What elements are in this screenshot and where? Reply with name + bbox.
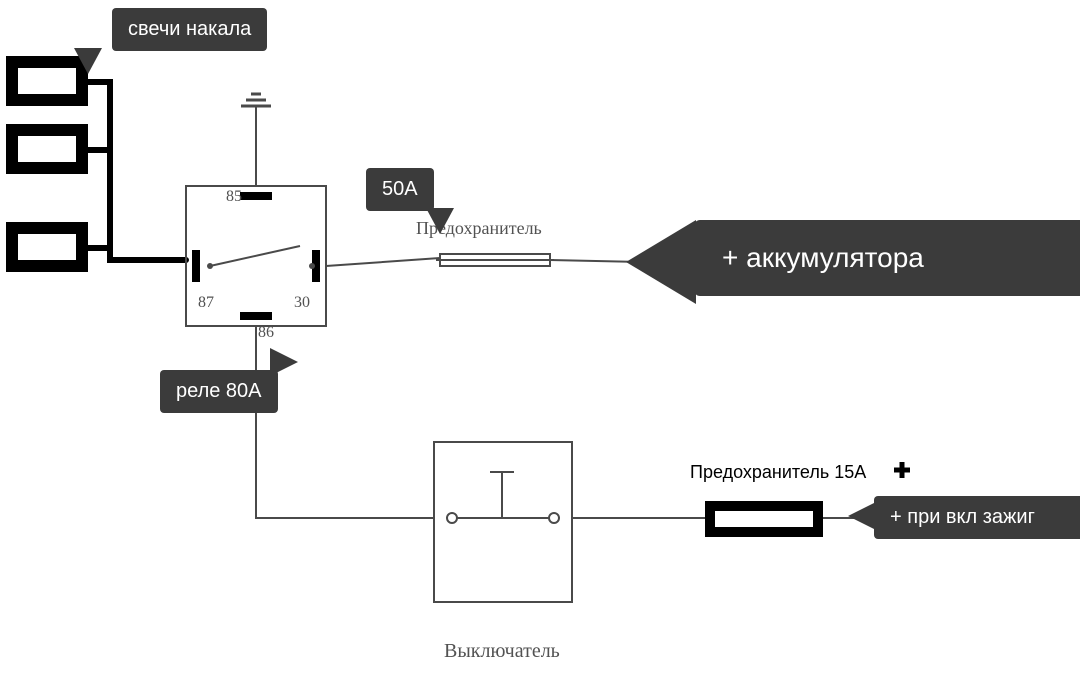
fuse-15a-symbol bbox=[710, 506, 818, 532]
thin-wires bbox=[256, 106, 900, 518]
plus-mark bbox=[894, 462, 910, 478]
switch-internals bbox=[447, 472, 559, 523]
fuse-50a-symbol bbox=[436, 254, 554, 266]
label-pin-30: 30 bbox=[294, 294, 310, 312]
callout-glow-plugs-arrow bbox=[74, 48, 102, 74]
label-pin-86: 86 bbox=[258, 324, 274, 342]
callout-battery: + аккумулятора bbox=[694, 220, 1080, 296]
label-switch: Выключатель bbox=[444, 640, 560, 663]
callout-ignition: + при вкл зажиг bbox=[874, 496, 1080, 539]
glow-plug-symbols bbox=[12, 62, 82, 266]
label-pin-85: 85 bbox=[226, 188, 242, 206]
schematic-canvas bbox=[0, 0, 1080, 699]
callout-relay: реле 80А bbox=[160, 370, 278, 413]
callout-fuse-50a: 50A bbox=[366, 168, 434, 211]
bold-wires bbox=[82, 82, 186, 260]
callout-glow-plugs: свечи накала bbox=[112, 8, 267, 51]
callout-battery-arrow bbox=[626, 220, 696, 304]
relay-contact bbox=[207, 246, 315, 269]
callout-relay-arrow bbox=[270, 348, 298, 376]
callout-ignition-arrow bbox=[848, 502, 876, 530]
label-fuse-15a: Предохранитель 15А bbox=[690, 462, 866, 483]
ground-symbol bbox=[241, 94, 271, 126]
label-pin-87: 87 bbox=[198, 294, 214, 312]
callout-fuse-50a-arrow bbox=[426, 208, 454, 234]
